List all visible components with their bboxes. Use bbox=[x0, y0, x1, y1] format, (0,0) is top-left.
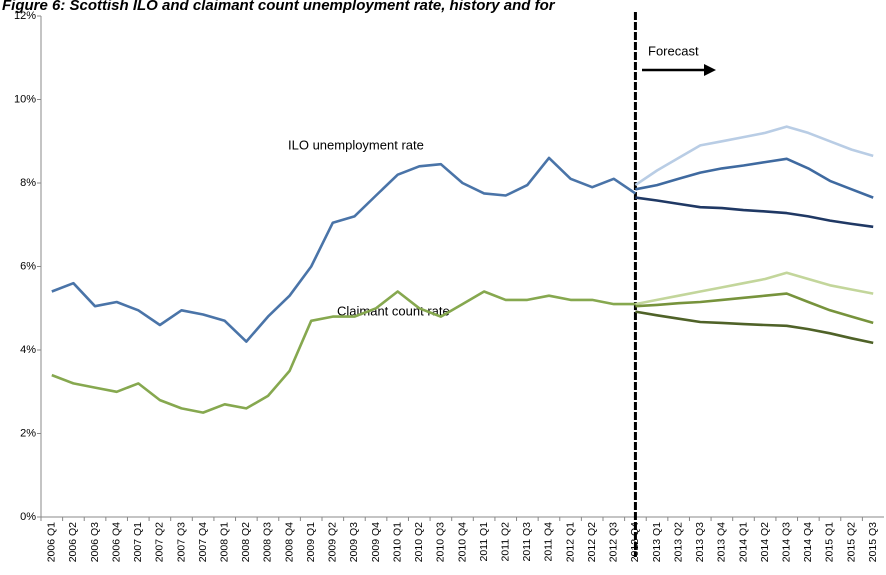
x-tick-label: 2013 Q2 bbox=[672, 522, 684, 562]
x-tick-label: 2014 Q3 bbox=[781, 522, 793, 562]
x-tick-label: 2011 Q4 bbox=[543, 522, 555, 562]
series-line bbox=[635, 196, 874, 229]
ilo-annotation: ILO unemployment rate bbox=[288, 137, 424, 152]
x-tick-label: 2012 Q2 bbox=[586, 522, 598, 562]
series-line bbox=[635, 271, 874, 306]
claimant-annotation: Claimant count rate bbox=[337, 303, 450, 318]
series-line bbox=[51, 156, 637, 343]
x-tick-label: 2007 Q4 bbox=[197, 522, 209, 562]
x-tick-label: 2013 Q1 bbox=[651, 522, 663, 562]
x-tick-label: 2012 Q3 bbox=[608, 522, 620, 562]
x-tick-label: 2013 Q3 bbox=[694, 522, 706, 562]
x-tick-label: 2008 Q4 bbox=[283, 522, 295, 562]
x-tick-label: 2006 Q3 bbox=[89, 522, 101, 562]
x-tick-label: 2009 Q4 bbox=[370, 522, 382, 562]
x-tick-label: 2015 Q2 bbox=[845, 522, 857, 562]
y-tick-label: 10% bbox=[14, 93, 36, 105]
series-line bbox=[634, 125, 874, 187]
x-tick-label: 2011 Q2 bbox=[500, 522, 512, 562]
forecast-arrowhead bbox=[704, 64, 716, 76]
x-tick-label: 2015 Q3 bbox=[867, 522, 879, 562]
series-line bbox=[635, 292, 874, 325]
x-tick-label: 2012 Q1 bbox=[564, 522, 576, 562]
y-tick-label: 8% bbox=[20, 177, 36, 189]
x-tick-label: 2015 Q1 bbox=[824, 522, 836, 562]
x-tick-label: 2014 Q4 bbox=[802, 522, 814, 562]
x-tick-label: 2006 Q1 bbox=[46, 522, 58, 562]
x-tick-label: 2010 Q3 bbox=[435, 522, 447, 562]
y-tick-label: 4% bbox=[20, 344, 36, 356]
series-line bbox=[635, 157, 874, 199]
x-tick-label: 2010 Q4 bbox=[456, 522, 468, 562]
x-tick-label: 2007 Q2 bbox=[154, 522, 166, 562]
x-tick-label: 2008 Q1 bbox=[219, 522, 231, 562]
x-tick-label: 2009 Q2 bbox=[327, 522, 339, 562]
forecast-annotation: Forecast bbox=[648, 43, 699, 58]
x-tick-label: 2009 Q3 bbox=[348, 522, 360, 562]
x-tick-label: 2008 Q2 bbox=[240, 522, 252, 562]
series-line bbox=[635, 310, 874, 345]
x-tick-label: 2011 Q3 bbox=[521, 522, 533, 562]
y-tick-label: 2% bbox=[20, 427, 36, 439]
x-tick-label: 2013 Q4 bbox=[716, 522, 728, 562]
y-tick-label: 6% bbox=[20, 260, 36, 272]
chart-title: Figure 6: Scottish ILO and claimant coun… bbox=[2, 0, 556, 14]
x-tick-label: 2010 Q2 bbox=[413, 522, 425, 562]
x-tick-label: 2009 Q1 bbox=[305, 522, 317, 562]
x-tick-label: 2010 Q1 bbox=[391, 522, 403, 562]
x-tick-label: 2006 Q2 bbox=[67, 522, 79, 562]
x-tick-label: 2014 Q2 bbox=[759, 522, 771, 562]
x-tick-label: 2007 Q3 bbox=[175, 522, 187, 562]
y-tick-label: 12% bbox=[14, 10, 36, 22]
y-tick-label: 0% bbox=[20, 511, 36, 523]
x-tick-label: 2008 Q3 bbox=[262, 522, 274, 562]
x-tick-label: 2007 Q1 bbox=[132, 522, 144, 562]
x-tick-label: 2014 Q1 bbox=[737, 522, 749, 562]
x-tick-label: 2006 Q4 bbox=[110, 522, 122, 562]
x-tick-label: 2011 Q1 bbox=[478, 522, 490, 562]
series-line bbox=[51, 290, 636, 414]
